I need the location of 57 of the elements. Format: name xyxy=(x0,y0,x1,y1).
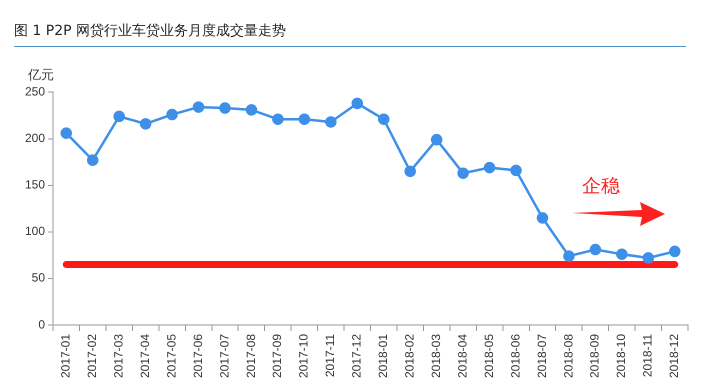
x-tick-label: 2017-06 xyxy=(190,334,205,378)
point xyxy=(510,164,522,176)
point xyxy=(113,110,125,122)
x-tick-label: 2017-10 xyxy=(296,334,311,378)
point xyxy=(484,162,496,174)
y-tick-label: 250 xyxy=(24,84,46,99)
x-tick-label: 2017-01 xyxy=(58,334,73,378)
point xyxy=(140,118,152,130)
x-tick-label: 2017-02 xyxy=(85,334,100,378)
point xyxy=(378,113,390,125)
point xyxy=(457,167,469,179)
point xyxy=(246,104,258,116)
x-tick-label: 2017-04 xyxy=(138,334,152,378)
x-tick-label: 2018-08 xyxy=(561,334,576,378)
x-tick-label: 2018-11 xyxy=(640,334,655,378)
y-tick-label: 150 xyxy=(24,178,46,192)
x-tick-label: 2018-09 xyxy=(588,334,602,378)
x-tick-label: 2018-07 xyxy=(534,334,549,378)
x-tick-label: 2018-05 xyxy=(482,334,496,378)
x-tick-label: 2017-11 xyxy=(323,334,338,378)
y-tick-label: 200 xyxy=(24,131,46,146)
x-tick-label: 2018-03 xyxy=(428,334,443,378)
x-tick-label: 2018-01 xyxy=(376,334,390,378)
x-tick-label: 2017-07 xyxy=(217,334,232,378)
point xyxy=(298,113,310,125)
point xyxy=(86,154,98,166)
chart-title: 图 1 P2P 网贷行业车贷业务月度成交量走势 xyxy=(14,22,686,47)
point xyxy=(669,246,681,258)
y-axis-title: 亿元 xyxy=(28,67,54,84)
y-tick-label: 0 xyxy=(38,317,46,332)
point xyxy=(166,108,178,120)
point xyxy=(352,98,364,110)
x-tick-label: 2017-09 xyxy=(270,334,284,378)
point xyxy=(60,127,72,139)
point xyxy=(325,116,337,128)
point xyxy=(642,252,654,264)
y-tick-label: 100 xyxy=(24,224,46,238)
point xyxy=(590,244,602,256)
point xyxy=(563,250,575,262)
x-tick-label: 2018-12 xyxy=(667,334,682,378)
point xyxy=(536,212,548,224)
x-tick-label: 2018-06 xyxy=(508,334,522,378)
x-tick-label: 2017-12 xyxy=(350,334,364,378)
x-tick-label: 2018-10 xyxy=(614,334,628,378)
point xyxy=(430,134,442,146)
x-tick-label: 2018-04 xyxy=(455,334,470,378)
x-tick-label: 2017-08 xyxy=(244,334,258,378)
point xyxy=(616,248,628,260)
x-tick-label: 2018-02 xyxy=(402,334,417,378)
point xyxy=(219,102,231,114)
x-tick-label: 2017-03 xyxy=(111,334,126,378)
annotation: 企稳 xyxy=(582,174,620,199)
y-tick-label: 50 xyxy=(32,270,46,285)
point xyxy=(272,113,284,125)
point xyxy=(404,166,416,178)
point xyxy=(192,101,204,113)
x-tick-label: 2017-05 xyxy=(164,334,178,378)
